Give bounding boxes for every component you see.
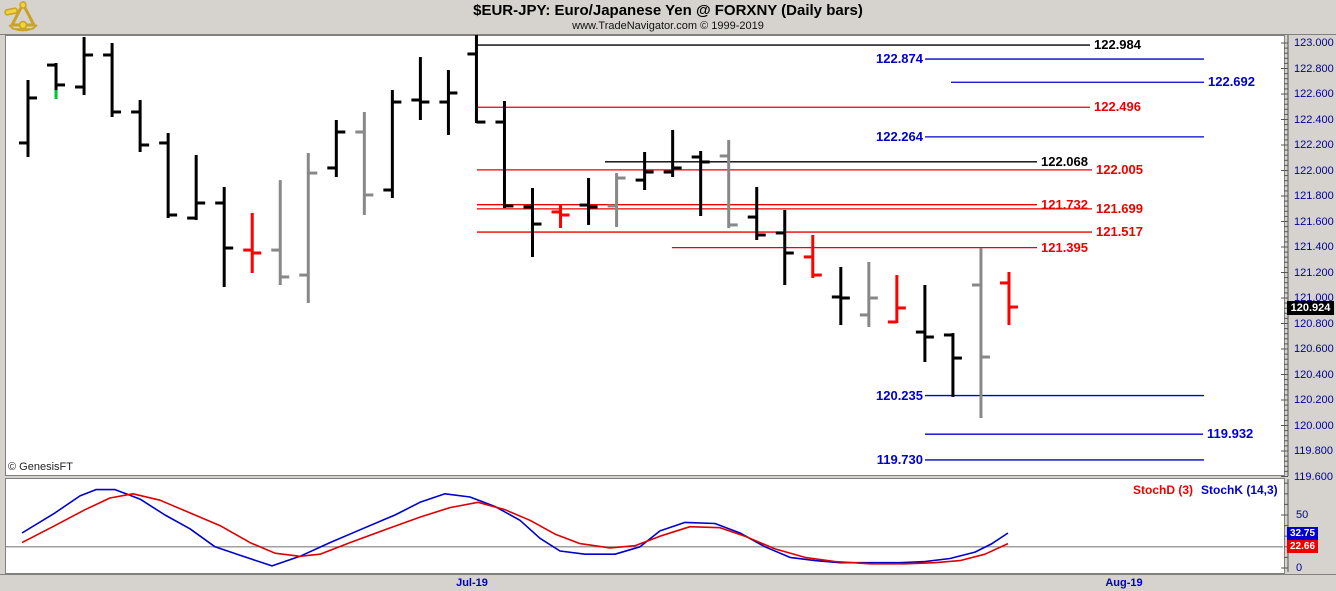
chart-subtitle: www.TradeNavigator.com © 1999-2019 — [572, 20, 764, 32]
stoch-d-value-badge: 22.66 — [1287, 540, 1318, 553]
chart-title: $EUR-JPY: Euro/Japanese Yen @ FORXNY (Da… — [473, 2, 863, 19]
stoch-d-legend[interactable]: StochD (3) — [1133, 483, 1193, 497]
stoch-k-legend[interactable]: StochK (14,3) — [1201, 483, 1278, 497]
genesisft-watermark: © GenesisFT — [8, 461, 73, 473]
time-axis[interactable] — [0, 574, 1336, 591]
stoch-k-value-badge: 32.75 — [1287, 527, 1318, 540]
stochastic-indicator-panel[interactable] — [5, 478, 1285, 574]
price-chart-panel[interactable] — [5, 35, 1285, 476]
title-strip: $EUR-JPY: Euro/Japanese Yen @ FORXNY (Da… — [0, 0, 1336, 35]
genesisft-logo-icon — [4, 1, 38, 32]
last-price-badge: 120.924 — [1287, 301, 1334, 315]
